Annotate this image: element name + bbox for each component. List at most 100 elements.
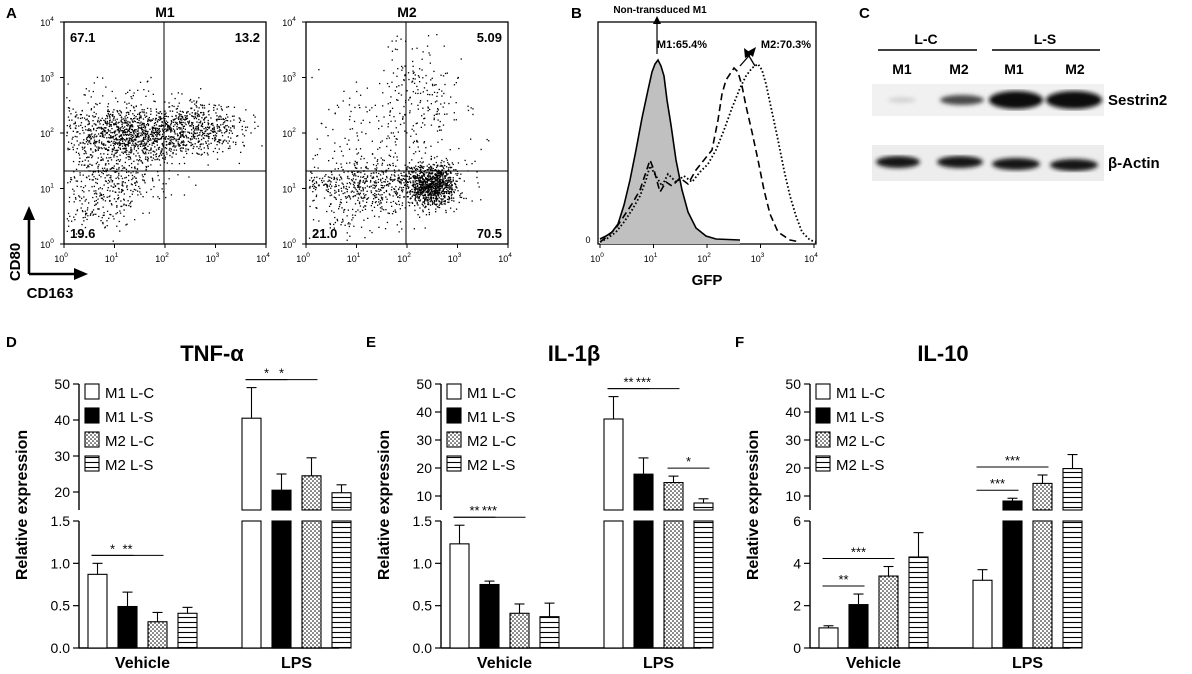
cell-dot <box>393 188 396 190</box>
cell-dot <box>344 192 346 194</box>
cell-dot <box>187 131 189 133</box>
cell-dot <box>102 123 104 126</box>
cell-dot <box>411 195 413 198</box>
cell-dot <box>157 118 159 121</box>
cell-dot <box>137 172 139 174</box>
cell-dot <box>101 130 104 133</box>
cell-dot <box>437 181 439 183</box>
cell-dot <box>98 146 100 148</box>
cell-dot <box>78 125 80 127</box>
cell-dot <box>133 140 135 142</box>
cell-dot <box>423 191 425 193</box>
cell-dot <box>94 200 96 202</box>
cell-dot <box>214 130 216 132</box>
cell-dot <box>186 112 188 114</box>
cell-dot <box>414 177 416 179</box>
cell-dot <box>117 163 119 165</box>
cell-dot <box>212 131 214 134</box>
cell-dot <box>435 185 437 187</box>
cell-dot <box>140 135 142 137</box>
cell-dot <box>442 177 444 179</box>
cell-dot <box>441 201 443 204</box>
cell-dot <box>421 172 424 174</box>
cell-dot <box>416 175 418 178</box>
cell-dot <box>108 114 110 116</box>
cell-dot <box>103 143 105 146</box>
cell-dot <box>400 94 403 96</box>
cell-dot <box>447 173 449 175</box>
cell-dot <box>215 135 218 137</box>
cell-dot <box>114 152 116 154</box>
cell-dot <box>164 110 166 112</box>
cell-dot <box>382 187 384 189</box>
cell-dot <box>161 149 163 151</box>
cell-dot <box>402 186 405 189</box>
cell-dot <box>110 156 112 159</box>
cell-dot <box>357 186 359 188</box>
cell-dot <box>364 237 366 239</box>
cell-dot <box>413 176 415 178</box>
cell-dot <box>174 146 176 148</box>
cell-dot <box>434 193 436 195</box>
cell-dot <box>441 193 443 195</box>
cell-dot <box>432 194 434 196</box>
cell-dot <box>210 142 212 144</box>
cell-dot <box>346 143 348 145</box>
cell-dot <box>162 130 164 132</box>
cell-dot <box>403 79 405 81</box>
cell-dot <box>421 192 424 194</box>
cell-dot <box>333 196 335 198</box>
cell-dot <box>437 182 439 184</box>
cell-dot <box>106 140 109 143</box>
y-tick-label: 20 <box>54 484 70 500</box>
cell-dot <box>138 118 140 120</box>
cell-dot <box>91 179 93 181</box>
cell-dot <box>106 168 108 170</box>
cell-dot <box>114 185 117 187</box>
cell-dot <box>107 149 109 152</box>
cell-dot <box>414 184 416 186</box>
cell-dot <box>400 189 403 192</box>
cell-dot <box>398 181 401 183</box>
cell-dot <box>348 186 350 188</box>
cell-dot <box>83 94 85 96</box>
cell-dot <box>406 90 408 92</box>
cell-dot <box>104 127 106 129</box>
cell-dot <box>448 164 451 166</box>
cell-dot <box>398 169 400 171</box>
cell-dot <box>451 199 453 202</box>
cell-dot <box>241 129 243 131</box>
cell-dot <box>223 122 225 124</box>
cell-dot <box>382 177 384 179</box>
cell-dot <box>181 110 183 113</box>
cell-dot <box>161 148 163 150</box>
cell-dot <box>445 184 447 187</box>
cell-dot <box>152 157 155 159</box>
cell-dot <box>137 135 139 137</box>
cell-dot <box>161 124 163 126</box>
cell-dot <box>182 144 184 146</box>
cell-dot <box>73 201 75 203</box>
cell-dot <box>427 200 429 202</box>
cell-dot <box>211 138 214 140</box>
cell-dot <box>147 152 150 154</box>
cell-dot <box>182 143 185 145</box>
cell-dot <box>124 151 126 153</box>
cell-dot <box>427 190 429 192</box>
cell-dot <box>436 206 439 208</box>
cell-dot <box>446 184 448 187</box>
y-axis-label: Relative expression <box>745 430 762 580</box>
cell-dot <box>153 122 156 125</box>
cell-dot <box>403 105 405 108</box>
cell-dot <box>91 210 93 213</box>
cell-dot <box>97 149 99 151</box>
cell-dot <box>88 166 90 168</box>
cell-dot <box>382 92 384 94</box>
cell-dot <box>351 219 353 221</box>
cell-dot <box>215 118 218 121</box>
cell-dot <box>189 113 191 115</box>
cell-dot <box>162 125 164 127</box>
cell-dot <box>207 124 209 126</box>
cell-dot <box>173 145 175 147</box>
cell-dot <box>88 202 90 204</box>
